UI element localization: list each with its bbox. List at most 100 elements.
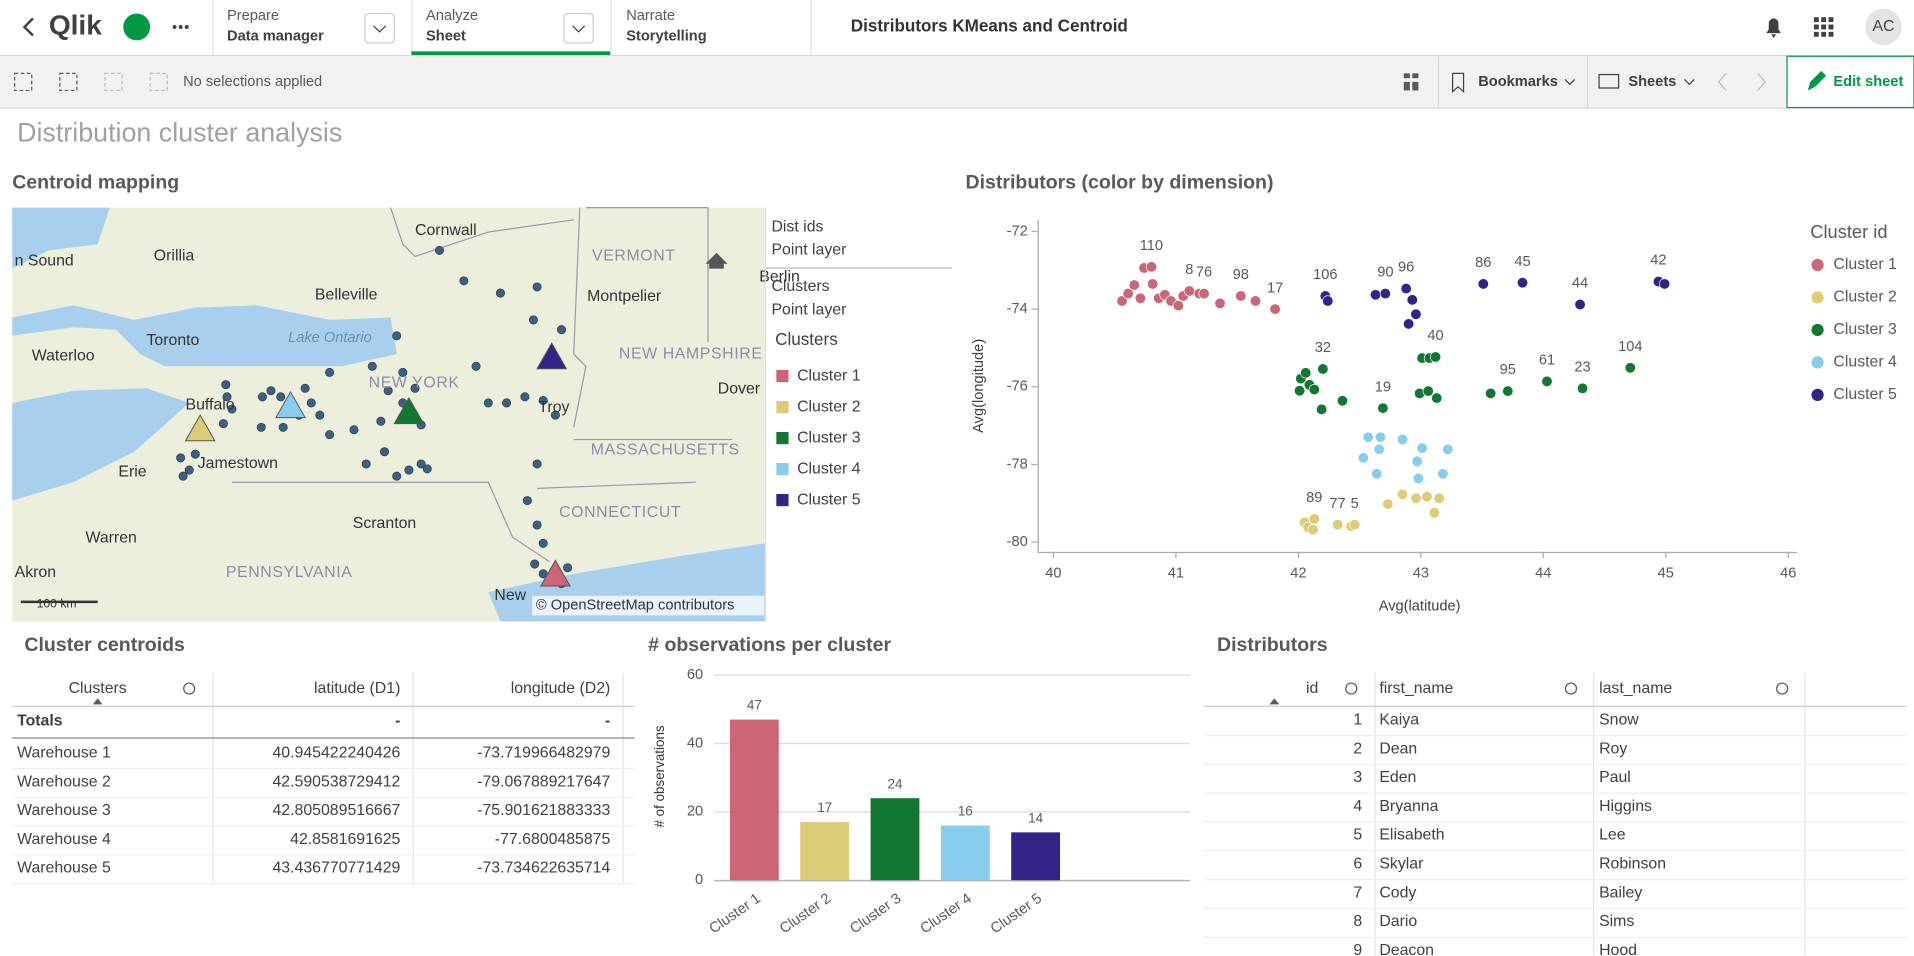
chart-title: Distributors (color by dimension) [966, 171, 1274, 193]
scale-label: 100 km [37, 597, 77, 611]
table-cell: Roy [1599, 740, 1627, 757]
data-point [1300, 368, 1310, 378]
data-point [1432, 393, 1442, 403]
map-point [435, 246, 443, 254]
bar [941, 826, 990, 881]
data-point [1332, 519, 1342, 529]
app-title: Distributors KMeans and Centroid [851, 16, 1128, 35]
data-point [1372, 469, 1382, 479]
data-point [1412, 456, 1422, 466]
legend-swatch [1811, 389, 1823, 401]
tab-value: Storytelling [626, 29, 706, 45]
data-label: 106 [1313, 267, 1337, 283]
table-cell: Warehouse 2 [17, 773, 111, 790]
map-point [533, 283, 541, 291]
data-point [1575, 299, 1585, 309]
map-point [219, 420, 227, 428]
data-point [1173, 300, 1183, 310]
place-label: Belleville [315, 287, 378, 304]
more-dot[interactable] [173, 25, 177, 29]
x-tick-label: 46 [1780, 566, 1796, 582]
data-label: 17 [1267, 280, 1283, 296]
legend-label: Cluster 1 [1833, 256, 1897, 273]
table-cell: 2 [1353, 740, 1362, 757]
table-cell: 42.8581691625 [290, 831, 400, 848]
layer-kind: Point layer [771, 242, 847, 259]
data-label: 86 [1475, 255, 1491, 271]
totals-cell: - [395, 713, 400, 730]
data-point [1318, 364, 1328, 374]
dropdown[interactable] [365, 14, 394, 43]
data-point [1503, 386, 1513, 396]
map-point [563, 564, 571, 572]
data-label: 32 [1315, 340, 1331, 356]
legend-title: Cluster id [1810, 221, 1887, 242]
table-cell: -75.901621883333 [477, 802, 610, 819]
data-label: 98 [1233, 267, 1249, 283]
map[interactable]: Dist ids Point layer Clusters Point laye… [12, 208, 952, 622]
more-dot[interactable] [179, 25, 183, 29]
logo-mark [123, 14, 150, 41]
data-point [1397, 434, 1407, 444]
data-label: 19 [1375, 379, 1391, 395]
data-label: 90 [1377, 265, 1393, 281]
column-header: last_name [1599, 680, 1672, 697]
data-point [1517, 277, 1527, 287]
table-cell: Warehouse 5 [17, 860, 111, 877]
map-point [380, 448, 388, 456]
data-point [1380, 288, 1390, 298]
legend-swatch [776, 432, 788, 444]
table-cell: Dario [1379, 913, 1417, 930]
dropdown[interactable] [564, 14, 593, 43]
map-point [502, 399, 510, 407]
bar [1011, 832, 1060, 880]
map-point [472, 362, 480, 370]
apps-grid[interactable] [1814, 17, 1834, 37]
data-label: 45 [1514, 254, 1530, 270]
map-point [377, 417, 385, 425]
y-tick-label: -80 [1007, 534, 1028, 550]
tab-label: Narrate [626, 8, 675, 24]
map-point [222, 380, 230, 388]
table-cell: 4 [1353, 798, 1362, 815]
table-title: Cluster centroids [24, 634, 185, 656]
data-point [1184, 286, 1194, 296]
data-point [1429, 507, 1439, 517]
tab-value: Sheet [426, 29, 466, 45]
data-label: 40 [1427, 328, 1443, 344]
value-label: 17 [817, 800, 832, 815]
y-tick-label: -74 [1007, 301, 1028, 317]
data-point [1375, 432, 1385, 442]
x-tick-label: 45 [1658, 566, 1674, 582]
map-point [460, 277, 468, 285]
y-tick-label: -72 [1007, 223, 1028, 239]
table-cell: 43.436770771429 [272, 860, 400, 877]
map-point [307, 399, 315, 407]
place-label: NEW HAMPSHIRE [619, 345, 763, 362]
data-point [1323, 296, 1333, 306]
bar [730, 720, 779, 881]
totals-cell: Totals [17, 713, 63, 730]
legend-title: Clusters [775, 330, 838, 349]
column-header: first_name [1379, 680, 1453, 697]
data-label: 44 [1572, 276, 1588, 292]
data-point [1363, 432, 1373, 442]
x-tick-label: 41 [1168, 566, 1184, 582]
table-cell: Dean [1379, 740, 1417, 757]
data-label: 8 [1185, 262, 1193, 278]
data-point [1250, 296, 1260, 306]
map-point [393, 332, 401, 340]
place-label: Scranton [353, 515, 416, 532]
place-label: n Sound [15, 253, 74, 270]
table-cell: Skylar [1379, 856, 1424, 873]
table-cell: Kaiya [1379, 711, 1419, 728]
data-point [1147, 279, 1157, 289]
table-cell: 5 [1353, 827, 1362, 844]
more-dot[interactable] [185, 25, 189, 29]
y-tick-label: 20 [687, 804, 703, 820]
avatar-initials: AC [1872, 18, 1894, 35]
map-point [257, 423, 265, 431]
data-point [1308, 524, 1318, 534]
table-cell: 8 [1353, 913, 1362, 930]
value-label: 47 [747, 698, 762, 713]
